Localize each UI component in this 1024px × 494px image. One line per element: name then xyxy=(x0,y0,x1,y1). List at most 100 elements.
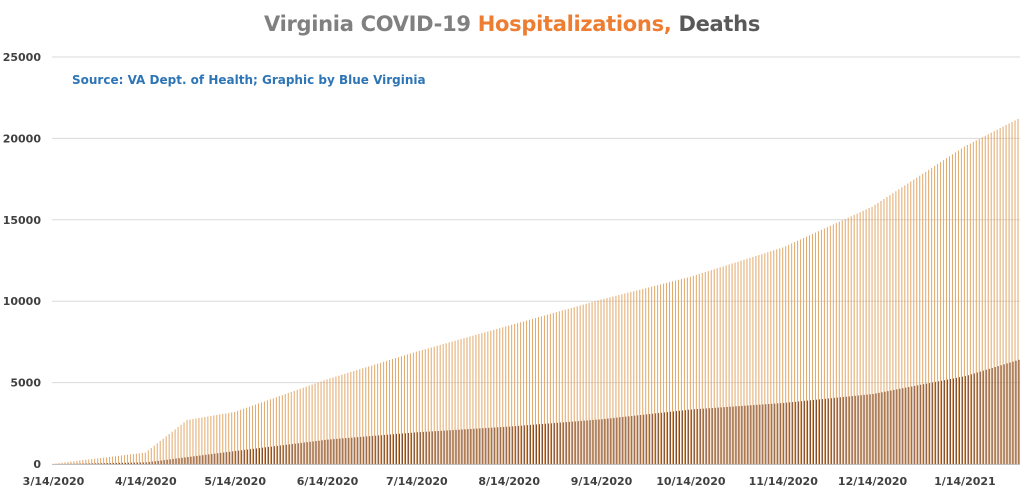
bar-deaths xyxy=(664,412,666,464)
bar-deaths xyxy=(425,431,427,464)
bar-deaths xyxy=(643,414,645,464)
bar-hospitalizations xyxy=(377,363,379,464)
bar-hospitalizations xyxy=(109,456,111,464)
bar-deaths xyxy=(699,408,701,464)
bar-hospitalizations xyxy=(213,415,215,464)
bar-hospitalizations xyxy=(350,371,352,464)
bar-deaths xyxy=(795,401,797,464)
bar-deaths xyxy=(553,423,555,464)
bar-hospitalizations xyxy=(797,240,799,464)
bar-hospitalizations xyxy=(129,454,131,464)
bar-hospitalizations xyxy=(743,259,745,464)
bar-hospitalizations xyxy=(290,391,292,464)
bar-deaths xyxy=(744,405,746,464)
bar-deaths xyxy=(521,425,523,464)
bar-deaths xyxy=(354,437,356,464)
bar-deaths xyxy=(530,424,532,464)
bar-hospitalizations xyxy=(457,339,459,464)
bar-deaths xyxy=(437,430,439,464)
bar-deaths xyxy=(401,433,403,464)
bar-hospitalizations xyxy=(651,286,653,464)
bar-deaths xyxy=(994,367,996,464)
bar-hospitalizations xyxy=(255,404,257,464)
bar-hospitalizations xyxy=(392,359,394,464)
bar-hospitalizations xyxy=(1014,120,1016,465)
bar-hospitalizations xyxy=(201,417,203,464)
bar-hospitalizations xyxy=(731,263,733,464)
bar-hospitalizations xyxy=(880,200,882,464)
bar-deaths xyxy=(714,407,716,464)
bar-deaths xyxy=(765,404,767,464)
bar-deaths xyxy=(166,459,168,464)
bar-deaths xyxy=(574,421,576,464)
bar-hospitalizations xyxy=(943,160,945,464)
bar-hospitalizations xyxy=(100,457,102,464)
bar-deaths xyxy=(628,416,630,464)
bar-deaths xyxy=(696,409,698,464)
bar-deaths xyxy=(464,429,466,464)
x-tick-label: 10/14/2020 xyxy=(656,475,726,488)
bar-layer xyxy=(52,118,1020,465)
bar-deaths xyxy=(315,441,317,464)
bar-hospitalizations xyxy=(749,257,751,464)
bar-hospitalizations xyxy=(442,344,444,464)
y-tick-label: 10000 xyxy=(3,295,42,308)
bar-hospitalizations xyxy=(865,209,867,464)
bar-deaths xyxy=(702,408,704,464)
bar-deaths xyxy=(544,423,546,464)
bar-hospitalizations xyxy=(520,322,522,464)
bar-hospitalizations xyxy=(993,131,995,464)
bar-deaths xyxy=(580,420,582,464)
bar-deaths xyxy=(220,452,222,464)
bar-hospitalizations xyxy=(341,374,343,464)
bar-deaths xyxy=(434,431,436,464)
bar-deaths xyxy=(851,396,853,464)
bar-hospitalizations xyxy=(338,375,340,464)
bar-hospitalizations xyxy=(94,458,96,464)
bar-deaths xyxy=(884,391,886,464)
bar-hospitalizations xyxy=(433,346,435,464)
bar-deaths xyxy=(708,408,710,464)
bar-deaths xyxy=(857,395,859,464)
bar-hospitalizations xyxy=(940,162,942,464)
bar-hospitalizations xyxy=(103,457,105,464)
bar-deaths xyxy=(127,462,129,464)
bar-deaths xyxy=(842,396,844,464)
bar-deaths xyxy=(95,463,97,464)
bar-hospitalizations xyxy=(999,128,1001,464)
bar-deaths xyxy=(321,440,323,464)
bar-deaths xyxy=(938,381,940,464)
bar-deaths xyxy=(375,435,377,464)
bar-deaths xyxy=(488,427,490,464)
bar-hospitalizations xyxy=(347,372,349,464)
bar-deaths xyxy=(914,385,916,464)
bar-deaths xyxy=(958,377,960,464)
bar-hospitalizations xyxy=(1002,126,1004,465)
bar-hospitalizations xyxy=(782,247,784,464)
bar-hospitalizations xyxy=(219,414,221,464)
bar-hospitalizations xyxy=(951,154,953,464)
bar-hospitalizations xyxy=(689,276,691,464)
bar-hospitalizations xyxy=(886,197,888,464)
bar-hospitalizations xyxy=(728,264,730,464)
bar-deaths xyxy=(407,432,409,464)
bar-hospitalizations xyxy=(177,427,179,464)
bar-deaths xyxy=(360,436,362,464)
bar-deaths xyxy=(738,406,740,464)
bar-deaths xyxy=(83,463,85,464)
bar-hospitalizations xyxy=(1008,123,1010,464)
bar-deaths xyxy=(500,427,502,464)
bar-hospitalizations xyxy=(228,412,230,464)
bar-deaths xyxy=(148,461,150,464)
bar-hospitalizations xyxy=(162,438,164,464)
bar-deaths xyxy=(616,417,618,464)
bar-hospitalizations xyxy=(424,349,426,464)
bar-hospitalizations xyxy=(814,232,816,464)
bar-deaths xyxy=(503,426,505,464)
bar-deaths xyxy=(944,380,946,464)
bar-deaths xyxy=(964,376,966,464)
bar-deaths xyxy=(89,463,91,464)
bar-deaths xyxy=(640,415,642,464)
bar-deaths xyxy=(571,421,573,464)
bar-hospitalizations xyxy=(642,288,644,464)
